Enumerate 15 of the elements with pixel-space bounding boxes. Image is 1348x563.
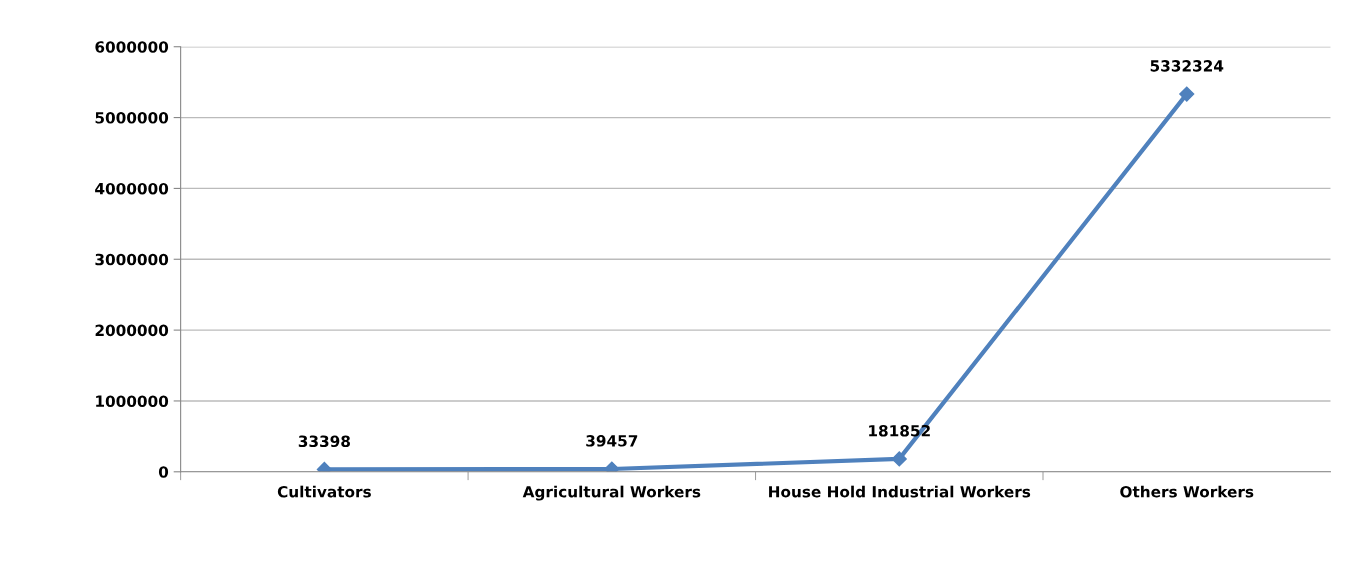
y-tick-label: 4000000 xyxy=(95,182,169,195)
x-tick-label: Cultivators xyxy=(277,485,371,498)
x-tick-label: House Hold Industrial Workers xyxy=(769,485,1031,498)
x-tick-label: Agricultural Workers xyxy=(522,485,701,501)
y-tick-label: 5000000 xyxy=(95,112,169,124)
x-tick-label: Others Workers xyxy=(1120,485,1254,498)
y-tick-label: 0 xyxy=(158,466,169,478)
y-tick-label: 2000000 xyxy=(95,324,169,337)
data-label: 5332324 xyxy=(1150,60,1224,72)
y-tick-label: 1000000 xyxy=(96,395,169,407)
y-tick-label: 3000000 xyxy=(95,253,169,266)
point xyxy=(1179,86,1195,102)
data-label: 33398 xyxy=(298,435,350,448)
y-tick-label: 6000000 xyxy=(95,41,169,53)
data-label: 39457 xyxy=(586,435,638,447)
